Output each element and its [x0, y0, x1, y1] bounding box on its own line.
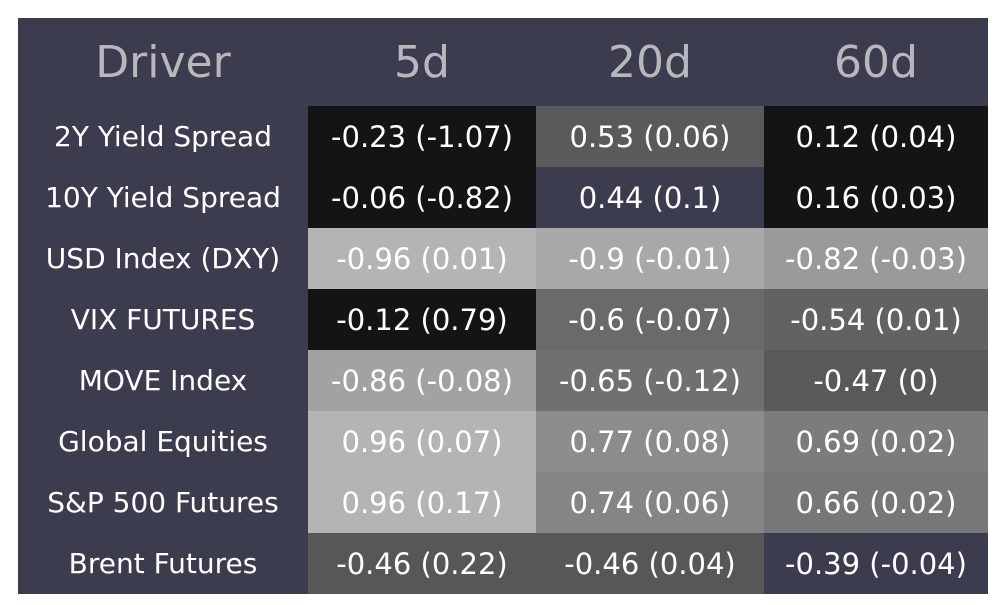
table-cell: -0.23 (-1.07) [308, 106, 536, 167]
table-cell: -0.06 (-0.82) [308, 167, 536, 228]
table-grid: Driver 5d 20d 60d 2Y Yield Spread -0.23 (-1.0… [18, 18, 988, 594]
header-20d: 20d [608, 36, 692, 88]
table-cell: 0.96 (0.07) [308, 411, 536, 472]
table-cell: 0.12 (0.04) [764, 106, 988, 167]
table-cell: 0.69 (0.02) [764, 411, 988, 472]
table-cell: 0.96 (0.17) [308, 472, 536, 533]
table-cell: 0.44 (0.1) [536, 167, 764, 228]
table-cell: -0.54 (0.01) [764, 289, 988, 350]
table-cell: -0.96 (0.01) [308, 228, 536, 289]
row-label: Global Equities [58, 425, 268, 458]
table-cell: -0.47 (0) [764, 350, 988, 411]
header-60d: 60d [834, 36, 918, 88]
table-cell: 0.53 (0.06) [536, 106, 764, 167]
row-label: Brent Futures [68, 547, 258, 580]
table-cell: -0.82 (-0.03) [764, 228, 988, 289]
row-label: USD Index (DXY) [45, 242, 281, 275]
row-label: 10Y Yield Spread [45, 181, 281, 214]
table-cell: -0.86 (-0.08) [308, 350, 536, 411]
header-5d: 5d [394, 36, 450, 88]
table-cell: -0.6 (-0.07) [536, 289, 764, 350]
table-cell: 0.77 (0.08) [536, 411, 764, 472]
table-cell: -0.39 (-0.04) [764, 533, 988, 594]
table-cell: 0.66 (0.02) [764, 472, 988, 533]
table-cell: -0.9 (-0.01) [536, 228, 764, 289]
correlation-table: Driver 5d 20d 60d 2Y Yield Spread -0.23 (-1.0… [18, 18, 988, 594]
row-label: 2Y Yield Spread [54, 120, 272, 153]
header-driver: Driver [95, 36, 231, 88]
row-label: VIX FUTURES [70, 303, 256, 336]
table-cell: -0.12 (0.79) [308, 289, 536, 350]
table-cell: 0.16 (0.03) [764, 167, 988, 228]
table-cell: 0.74 (0.06) [536, 472, 764, 533]
table-cell: -0.65 (-0.12) [536, 350, 764, 411]
row-label: MOVE Index [78, 364, 248, 397]
row-label: S&P 500 Futures [47, 486, 279, 519]
table-cell: -0.46 (0.22) [308, 533, 536, 594]
table-cell: -0.46 (0.04) [536, 533, 764, 594]
